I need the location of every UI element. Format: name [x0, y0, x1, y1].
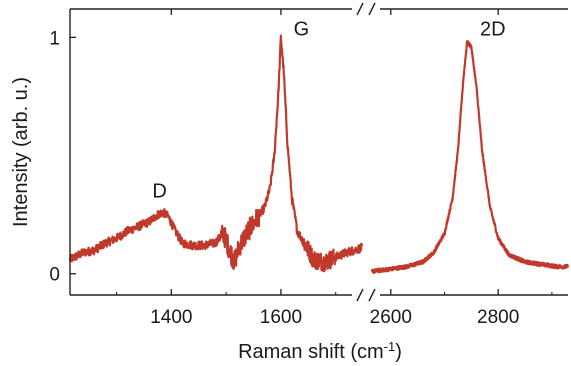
labels-layer: Raman shift (cm-1) Intensity (arb. u.) D G 2… [10, 18, 506, 363]
peak-label-g: G [294, 18, 310, 40]
spectrum-line-2 [370, 40, 570, 274]
axis-break-bottom-a [356, 288, 364, 302]
x-tick-label: 2800 [477, 307, 519, 328]
x-tick-label: 1600 [260, 307, 302, 328]
x-axis-label: Raman shift (cm-1) [238, 339, 402, 363]
spectrum-line-1 [68, 34, 364, 273]
x-tick-label: 1400 [150, 307, 192, 328]
y-axis-label: Intensity (arb. u.) [10, 77, 32, 227]
peak-label-2d: 2D [480, 18, 506, 40]
ticks-layer: 1400 1600 2600 2800 0 1 [49, 9, 553, 328]
y-tick-label: 0 [49, 265, 60, 286]
series-layer [68, 34, 570, 274]
peak-label-d: D [152, 181, 166, 203]
axis-break-top-b [368, 2, 376, 16]
axis-break-bottom-b [368, 288, 376, 302]
y-tick-label: 1 [49, 28, 60, 49]
x-tick-label: 2600 [370, 307, 412, 328]
axis-break-top-a [356, 2, 364, 16]
